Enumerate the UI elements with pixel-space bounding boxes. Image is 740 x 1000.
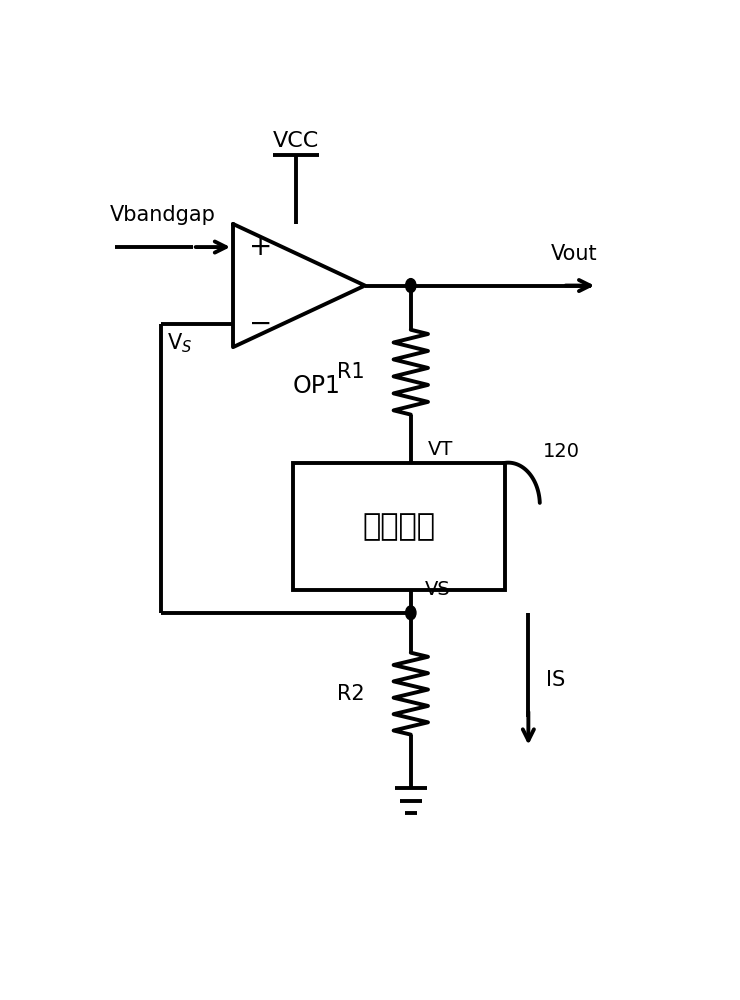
- Text: VT: VT: [428, 440, 454, 459]
- Text: IS: IS: [545, 670, 565, 690]
- Text: V$_S$: V$_S$: [167, 332, 192, 355]
- Text: R2: R2: [337, 684, 365, 704]
- Text: 120: 120: [542, 442, 579, 461]
- Circle shape: [406, 279, 416, 292]
- Text: −: −: [249, 310, 272, 338]
- Circle shape: [406, 606, 416, 620]
- Text: +: +: [249, 233, 272, 261]
- Text: VS: VS: [425, 580, 451, 599]
- Text: OP1: OP1: [292, 374, 340, 398]
- Text: Vout: Vout: [551, 244, 598, 264]
- Bar: [293, 463, 505, 590]
- Text: VCC: VCC: [273, 131, 319, 151]
- Text: 修调模块: 修调模块: [363, 512, 436, 541]
- Text: R1: R1: [337, 362, 365, 382]
- Text: Vbandgap: Vbandgap: [110, 205, 215, 225]
